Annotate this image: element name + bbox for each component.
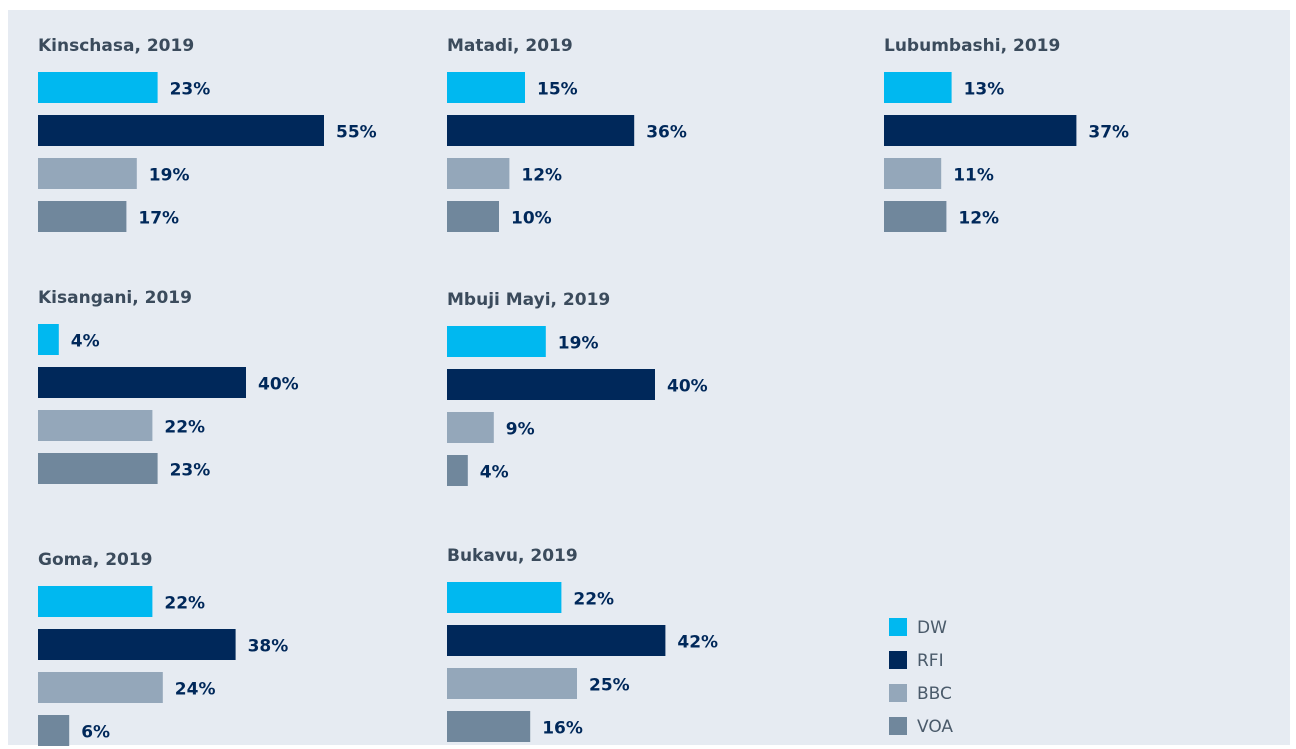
value-label: 19% (558, 334, 599, 354)
bar (38, 72, 158, 103)
bar (38, 629, 236, 660)
value-label: 6% (81, 723, 110, 743)
legend-swatch (889, 717, 907, 735)
bar (447, 412, 494, 443)
bar (38, 453, 158, 484)
bar (38, 715, 70, 746)
bar (38, 410, 153, 441)
bar (38, 201, 127, 232)
value-label: 11% (953, 166, 994, 186)
bar (447, 326, 546, 357)
value-label: 40% (258, 375, 299, 395)
bar (447, 115, 635, 146)
value-label: 12% (958, 209, 999, 229)
value-label: 4% (480, 463, 509, 483)
bar (38, 586, 153, 617)
value-label: 17% (138, 209, 179, 229)
legend-label: RFI (917, 651, 944, 671)
bar (38, 672, 163, 703)
bar (447, 625, 666, 656)
bar (447, 369, 655, 400)
value-label: 55% (336, 123, 377, 143)
panel-title: Bukavu, 2019 (447, 546, 578, 566)
bar (884, 72, 952, 103)
bar (447, 201, 499, 232)
legend-swatch (889, 684, 907, 702)
bar (38, 158, 137, 189)
bar (447, 582, 562, 613)
bar (447, 158, 510, 189)
bar (447, 711, 531, 742)
bar (884, 115, 1077, 146)
legend-label: BBC (917, 684, 952, 704)
panel-title: Matadi, 2019 (447, 36, 573, 56)
value-label: 22% (573, 590, 614, 610)
value-label: 16% (542, 719, 583, 739)
bar (38, 115, 324, 146)
bar (38, 324, 59, 355)
value-label: 9% (506, 420, 535, 440)
value-label: 10% (511, 209, 552, 229)
bar (38, 367, 246, 398)
panel-title: Lubumbashi, 2019 (884, 36, 1060, 56)
value-label: 23% (170, 80, 211, 100)
value-label: 13% (964, 80, 1005, 100)
value-label: 37% (1088, 123, 1129, 143)
legend-swatch (889, 618, 907, 636)
legend-swatch (889, 651, 907, 669)
value-label: 22% (164, 418, 205, 438)
value-label: 4% (71, 332, 100, 352)
value-label: 12% (521, 166, 562, 186)
value-label: 42% (677, 633, 718, 653)
value-label: 36% (646, 123, 687, 143)
bar (447, 455, 468, 486)
value-label: 15% (537, 80, 578, 100)
bar (447, 668, 577, 699)
value-label: 22% (164, 594, 205, 614)
value-label: 23% (170, 461, 211, 481)
panel-title: Kisangani, 2019 (38, 288, 192, 308)
value-label: 19% (149, 166, 190, 186)
bar (884, 201, 947, 232)
legend-label: VOA (917, 717, 953, 737)
panel-title: Kinschasa, 2019 (38, 36, 194, 56)
bar (447, 72, 525, 103)
panel-title: Mbuji Mayi, 2019 (447, 290, 610, 310)
bar (884, 158, 942, 189)
value-label: 24% (175, 680, 216, 700)
value-label: 25% (589, 676, 630, 696)
value-label: 38% (248, 637, 289, 657)
panel-title: Goma, 2019 (38, 550, 153, 570)
legend-label: DW (917, 618, 947, 638)
value-label: 40% (667, 377, 708, 397)
